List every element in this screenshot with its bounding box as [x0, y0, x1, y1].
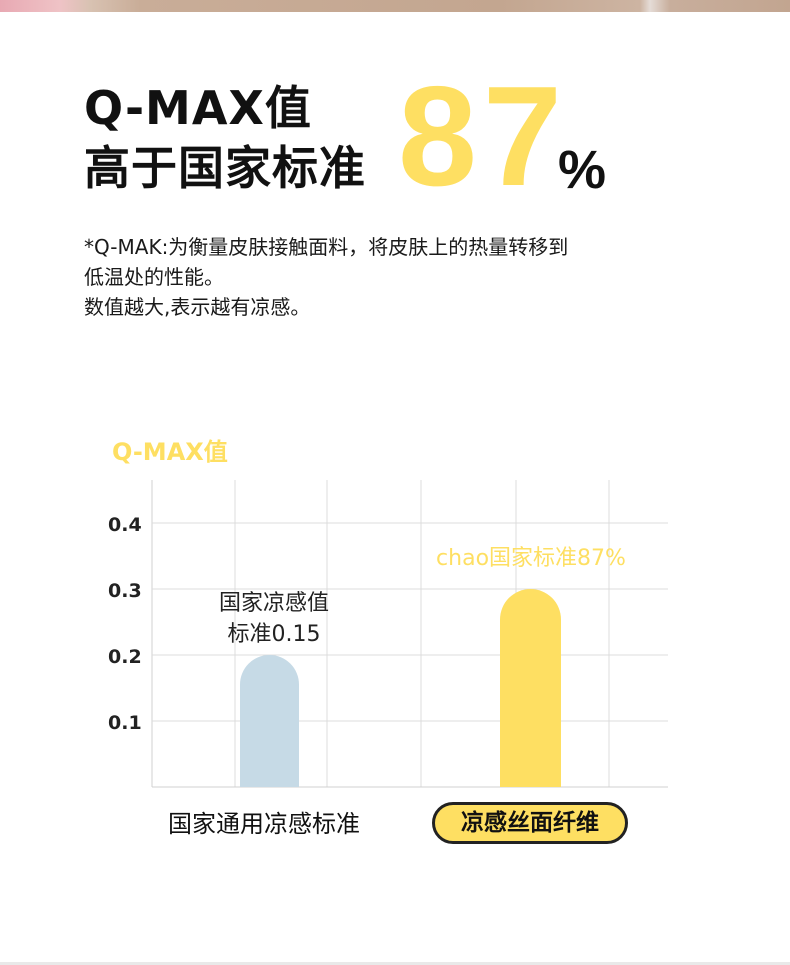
y-axis-title: Q-MAX值: [112, 438, 228, 466]
bar-annotation-fiber: chao国家标准87%: [436, 546, 626, 571]
y-tick-label: 0.1: [108, 712, 142, 734]
bar-1: [240, 655, 299, 787]
bar-2: [500, 588, 561, 787]
description-line: 低温处的性能。: [84, 265, 224, 289]
headline-line-1: Q-MAX值: [84, 81, 312, 135]
headline-big-number: 87: [398, 57, 568, 216]
description-line: *Q-MAK:为衡量皮肤接触面料，将皮肤上的热量转移到: [84, 235, 569, 259]
category-label-standard: 国家通用凉感标准: [168, 810, 360, 838]
y-tick-label: 0.4: [108, 514, 142, 536]
product-photo-strip: [0, 0, 790, 12]
headline-percent-sign: %: [558, 140, 607, 200]
y-tick-label: 0.2: [108, 646, 142, 668]
headline-line-2: 高于国家标准: [84, 141, 366, 195]
y-tick-label: 0.3: [108, 580, 142, 602]
bar-annotation-standard: 国家凉感值: [219, 591, 329, 616]
description-line: 数值越大,表示越有凉感。: [84, 295, 311, 319]
category-label-fiber: 凉感丝面纤维: [432, 802, 628, 844]
bottom-divider: [0, 962, 790, 965]
bar-annotation-standard: 标准0.15: [228, 622, 321, 647]
description: *Q-MAK:为衡量皮肤接触面料，将皮肤上的热量转移到 低温处的性能。 数值越大…: [84, 232, 568, 322]
